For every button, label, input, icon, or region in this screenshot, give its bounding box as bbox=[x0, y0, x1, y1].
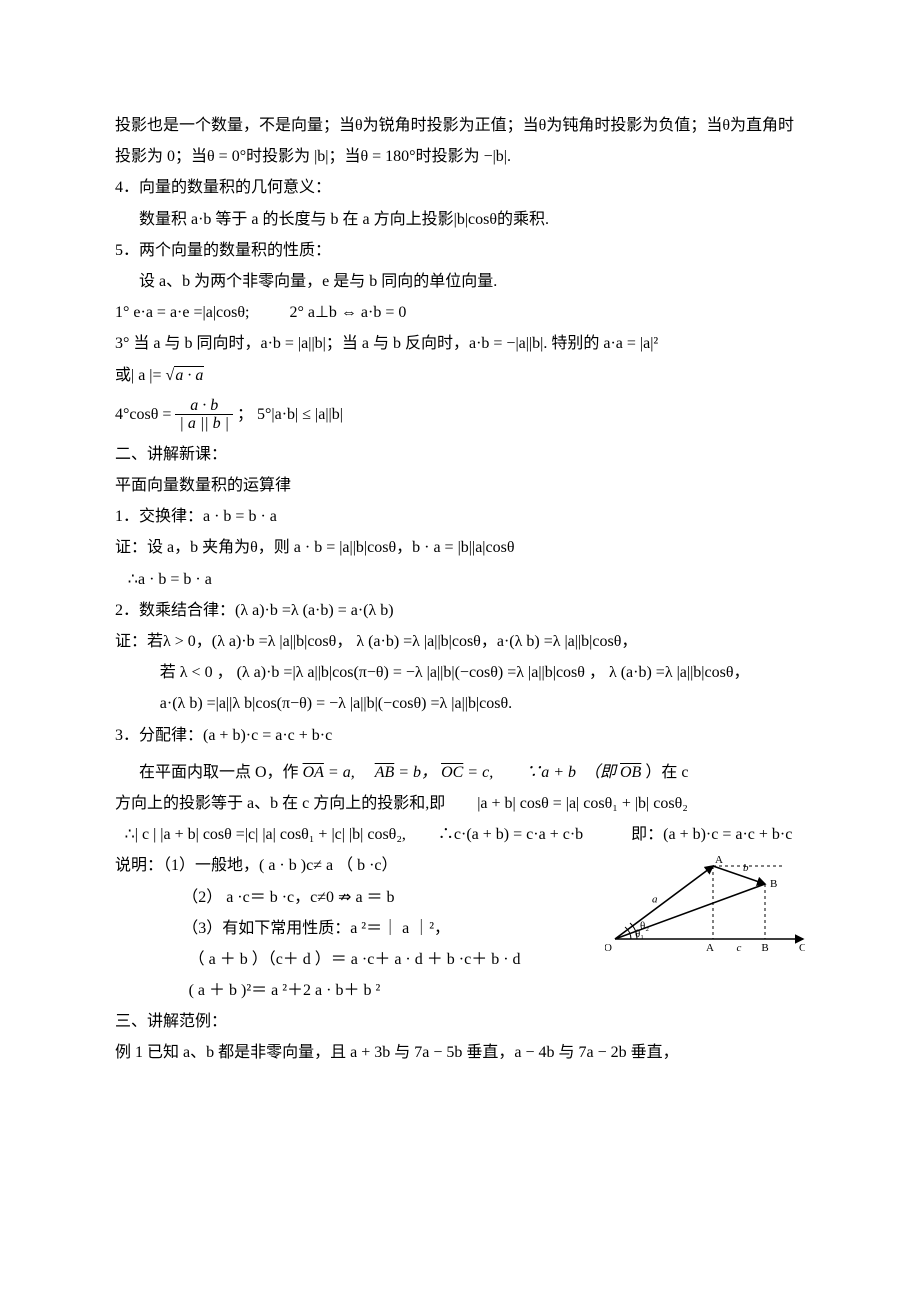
svg-text:A: A bbox=[715, 854, 723, 866]
heading-law-1: 1．交换律：a · b = b · a bbox=[115, 501, 805, 532]
svg-text:c: c bbox=[737, 942, 742, 954]
heading-5: 5．两个向量的数量积的性质： bbox=[115, 235, 805, 266]
vector-diagram: OABABCcabθ₁θ₂ bbox=[605, 854, 805, 965]
text-line: ( a ＋ b )²＝ a ²＋2 a · b＋ b ² bbox=[115, 975, 805, 1006]
fraction: a · b| a || b | bbox=[175, 397, 233, 433]
text-line: 证：设 a，b 夹角为θ，则 a · b = |a||b|cosθ，b · a … bbox=[115, 532, 805, 563]
text-line: 投影也是一个数量，不是向量；当θ为锐角时投影为正值；当θ为钝角时投影为负值；当θ… bbox=[115, 110, 805, 172]
radical-symbol: √ bbox=[166, 367, 175, 384]
example-1: 例 1 已知 a、b 都是非零向量，且 a + 3b 与 7a − 5b 垂直，… bbox=[115, 1037, 805, 1068]
text-fragment: 4°cosθ = bbox=[115, 405, 175, 422]
text-line: 3° 当 a 与 b 同向时，a·b = |a||b|；当 a 与 b 反向时，… bbox=[115, 328, 805, 359]
vector-OC: OC bbox=[441, 764, 463, 781]
text-line: 平面向量数量积的运算律 bbox=[115, 470, 805, 501]
text-line: 数量积 a·b 等于 a 的长度与 b 在 a 方向上投影|b|cosθ的乘积. bbox=[115, 204, 805, 235]
text-fragment: = b， bbox=[398, 764, 437, 781]
svg-text:θ₂: θ₂ bbox=[640, 920, 649, 932]
text-fragment: ； 5°|a·b| ≤ |a||b| bbox=[233, 405, 343, 422]
text-line: 或| a |= √a · a bbox=[115, 360, 805, 391]
text-line: a·(λ b) =|a||λ b|cos(π−θ) = −λ |a||b|(−c… bbox=[115, 688, 805, 719]
svg-text:B: B bbox=[770, 878, 777, 890]
text-line: 证：若λ > 0，(λ a)·b =λ |a||b|cosθ， λ (a·b) … bbox=[115, 626, 805, 657]
heading-4: 4．向量的数量积的几何意义： bbox=[115, 172, 805, 203]
prop-2: 2° a⊥b ⇔ a·b = 0 bbox=[289, 304, 406, 321]
svg-text:C: C bbox=[799, 942, 805, 954]
radical-body: a · a bbox=[174, 366, 204, 384]
text-line: ∴a · b = b · a bbox=[115, 564, 805, 595]
svg-text:b: b bbox=[743, 862, 749, 874]
text-line: 设 a、b 为两个非零向量，e 是与 b 同向的单位向量. bbox=[115, 266, 805, 297]
text-fragment: 在平面内取一点 O，作 bbox=[139, 764, 299, 781]
section-heading: 三、讲解范例： bbox=[115, 1006, 805, 1037]
heading-law-2: 2．数乘结合律：(λ a)·b =λ (a·b) = a·(λ b) bbox=[115, 595, 805, 626]
text-line: 4°cosθ = a · b| a || b | ； 5°|a·b| ≤ |a|… bbox=[115, 397, 805, 433]
text-fragment: 或| a |= bbox=[115, 367, 166, 384]
svg-text:A: A bbox=[706, 942, 714, 954]
heading-law-3: 3．分配律：(a + b)·c = a·c + b·c bbox=[115, 720, 805, 751]
text-fragment: = a, bbox=[328, 764, 371, 781]
text-fragment: = c, ∵a + b （即 bbox=[467, 764, 616, 781]
text-line: 1° e·a = a·e =|a|cosθ; 2° a⊥b ⇔ a·b = 0 bbox=[115, 297, 805, 328]
svg-text:a: a bbox=[652, 894, 658, 906]
svg-text:B: B bbox=[761, 942, 768, 954]
text-line: ∴| c | |a + b| cosθ =|c| |a| cosθ₁ + |c|… bbox=[115, 819, 805, 850]
svg-text:O: O bbox=[605, 942, 612, 954]
prop-1: 1° e·a = a·e =|a|cosθ; bbox=[115, 304, 249, 321]
fraction-numerator: a · b bbox=[175, 397, 233, 416]
text-fragment: ）在 c bbox=[645, 764, 688, 781]
section-heading: 二、讲解新课： bbox=[115, 439, 805, 470]
vector-OB: OB bbox=[620, 764, 641, 781]
fraction-denominator: | a || b | bbox=[175, 415, 233, 433]
vector-OA: OA bbox=[303, 764, 324, 781]
text-line: 若 λ < 0 ， (λ a)·b =|λ a||b|cos(π−θ) = −λ… bbox=[115, 657, 805, 688]
text-line: 方向上的投影等于 a、b 在 c 方向上的投影和,即 |a + b| cosθ … bbox=[115, 788, 805, 819]
text-line: 在平面内取一点 O，作 OA = a, AB = b， OC = c, ∵a +… bbox=[115, 757, 805, 788]
vector-AB: AB bbox=[375, 764, 395, 781]
